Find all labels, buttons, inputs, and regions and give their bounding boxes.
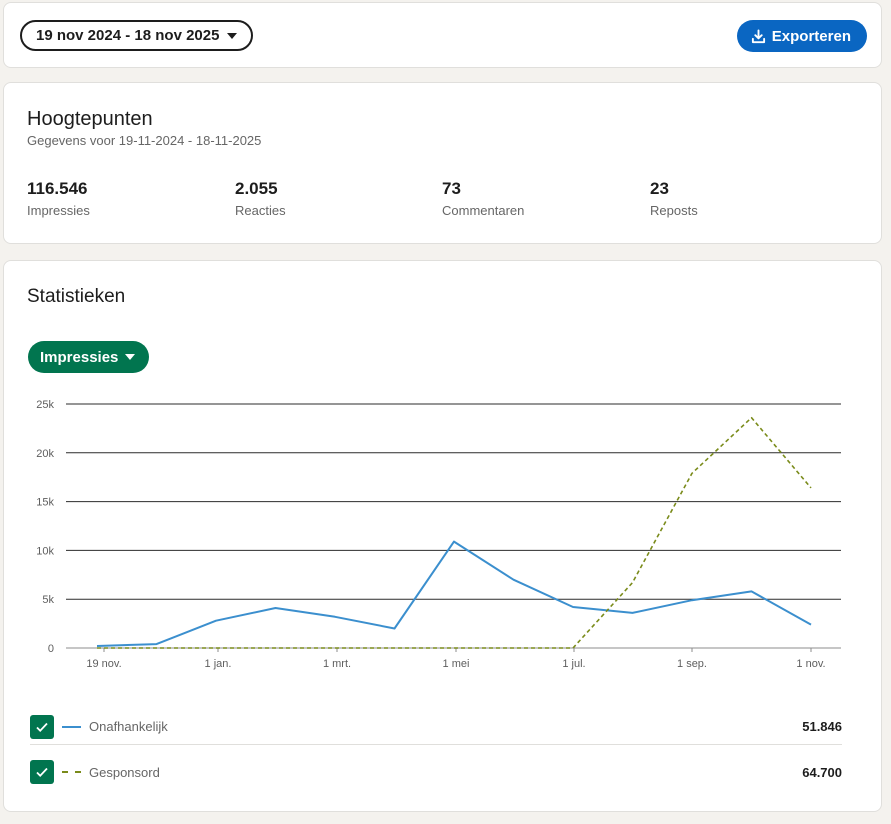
y-tick-label: 0: [48, 643, 54, 655]
y-tick-label: 10k: [36, 545, 54, 557]
legend-name: Onafhankelijk: [89, 719, 168, 734]
highlights-title: Hoogtepunten: [27, 108, 153, 130]
legend-name: Gesponsord: [89, 764, 160, 780]
metric-label: Commentaren: [442, 203, 525, 218]
x-tick-label: 1 jul.: [562, 658, 585, 670]
metric-label: Impressies: [27, 203, 90, 218]
legend-total: 64.700: [802, 764, 842, 780]
metric-selector-dropdown[interactable]: Impressies: [28, 341, 150, 373]
metric-value: 2.055: [235, 179, 278, 198]
metric-impressions: 116.546 Impressies: [27, 179, 90, 218]
organic-checkbox[interactable]: [30, 714, 54, 739]
metric-label: Reacties: [235, 203, 286, 218]
export-button[interactable]: Exporteren: [736, 20, 867, 52]
y-tick-label: 25k: [36, 399, 54, 411]
check-icon: [36, 767, 48, 777]
impressions-line-chart: 0 5k 10k 15k 20k 25k 19 nov. 1 jan. 1 mrt. 1 mei 1…: [36, 399, 841, 670]
download-icon: [751, 28, 766, 44]
legend-row-organic: Onafhankelijk 51.846: [30, 709, 842, 745]
caret-down-icon: [125, 354, 136, 360]
metric-comments: 73 Commentaren: [442, 179, 524, 218]
check-icon: [36, 722, 48, 732]
x-tick-label: 1 mei: [443, 658, 470, 670]
x-tick-label: 1 sep.: [677, 658, 707, 670]
export-label: Exporteren: [771, 27, 851, 45]
sponsored-checkbox[interactable]: [30, 760, 54, 784]
metric-selector-label: Impressies: [40, 348, 119, 366]
statistics-card: Statistieken Impressies 0 5k 10k 15k 20k 25k 1…: [3, 260, 882, 812]
metric-label: Reposts: [650, 203, 698, 218]
y-tick-label: 5k: [42, 594, 54, 606]
highlights-card: Hoogtepunten Gegevens voor 19-11-2024 - …: [3, 82, 882, 244]
metric-value: 73: [442, 179, 461, 198]
legend-row-sponsored: Gesponsord 64.700: [30, 754, 842, 790]
highlights-subtitle: Gegevens voor 19-11-2024 - 18-11-2025: [27, 133, 262, 148]
legend-line-solid: [62, 725, 81, 728]
metric-reposts: 23 Reposts: [650, 179, 698, 218]
statistics-title: Statistieken: [27, 286, 126, 307]
series-line-onafhankelijk: [96, 540, 812, 647]
legend-line-dashed: [62, 771, 81, 773]
metric-value: 116.546: [27, 179, 88, 198]
legend-total: 51.846: [802, 719, 842, 734]
x-tick-label: 1 jan.: [205, 658, 232, 670]
y-tick-label: 15k: [36, 497, 54, 509]
caret-down-icon: [227, 32, 238, 39]
x-tick-label: 1 nov.: [796, 658, 825, 670]
x-tick-label: 1 mrt.: [323, 658, 351, 670]
date-range-label: 19 nov 2024 - 18 nov 2025: [36, 27, 220, 44]
metric-value: 23: [650, 179, 669, 198]
date-range-dropdown[interactable]: 19 nov 2024 - 18 nov 2025: [20, 20, 254, 51]
x-tick-label: 19 nov.: [86, 658, 121, 670]
y-tick-label: 20k: [36, 448, 54, 460]
series-line-gesponsord: [97, 416, 812, 649]
metric-reactions: 2.055 Reacties: [235, 179, 286, 218]
date-range-card: 19 nov 2024 - 18 nov 2025 Exporteren: [3, 2, 882, 68]
